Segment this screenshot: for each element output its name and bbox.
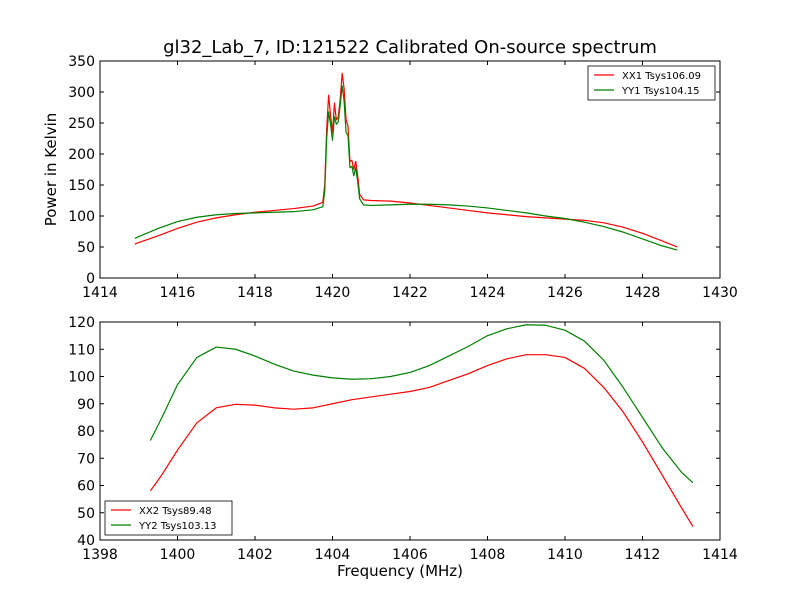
y-axis-label: Power in Kelvin xyxy=(42,113,60,227)
series-line-2 xyxy=(149,324,694,484)
x-tick-label: 1424 xyxy=(470,285,506,301)
legend-entry-2: YY1 Tsys104.15 xyxy=(621,86,700,97)
y-tick-label: 100 xyxy=(68,370,95,386)
x-tick-label: 1414 xyxy=(82,285,118,301)
y-tick-label: 40 xyxy=(77,533,95,549)
y-tick-label: 120 xyxy=(68,315,95,331)
y-tick-label: 80 xyxy=(77,424,95,440)
x-tick-label: 1418 xyxy=(237,285,273,301)
x-tick-label: 1406 xyxy=(392,547,428,563)
x-tick-label: 1426 xyxy=(547,285,583,301)
y-tick-label: 50 xyxy=(77,506,95,522)
y-tick-label: 150 xyxy=(68,178,95,194)
legend: XX1 Tsys106.09 YY1 Tsys104.15 xyxy=(587,65,716,101)
y-tick-label: 60 xyxy=(77,479,95,495)
legend: XX2 Tsys89.48 YY2 Tsys103.13 xyxy=(104,500,233,536)
series-line-2 xyxy=(134,85,678,251)
y-tick-label: 110 xyxy=(68,342,95,358)
legend-box xyxy=(104,500,233,536)
y-tick-label: 70 xyxy=(77,451,95,467)
legend-entry-1: XX1 Tsys106.09 xyxy=(622,71,701,82)
y-tick-label: 350 xyxy=(68,54,95,70)
x-tick-label: 1420 xyxy=(315,285,351,301)
x-tick-label: 1430 xyxy=(702,285,738,301)
y-tick-label: 50 xyxy=(77,240,95,256)
top-panel: 1414 1416 1418 1420 1422 1424 1426 1428 1430 0 50 1… xyxy=(42,54,738,301)
x-tick-label: 1414 xyxy=(702,547,738,563)
bottom-panel: 1398 1400 1402 1404 1406 1408 1410 1412 1414 40 50… xyxy=(68,315,738,580)
x-tick-label: 1400 xyxy=(160,547,196,563)
y-tick-label: 200 xyxy=(68,147,95,163)
y-tick-label: 250 xyxy=(68,116,95,132)
legend-entry-2: YY2 Tsys103.13 xyxy=(138,521,217,532)
legend-entry-1: XX2 Tsys89.48 xyxy=(139,506,212,517)
chart-title: gl32_Lab_7, ID:121522 Calibrated On-sour… xyxy=(163,37,657,58)
x-tick-label: 1398 xyxy=(82,547,118,563)
x-tick-label: 1422 xyxy=(392,285,428,301)
y-tick-label: 300 xyxy=(68,85,95,101)
x-tick-label: 1402 xyxy=(237,547,273,563)
x-tick-label: 1404 xyxy=(315,547,351,563)
x-tick-label: 1412 xyxy=(625,547,661,563)
y-tick-label: 90 xyxy=(77,397,95,413)
x-tick-label: 1428 xyxy=(625,285,661,301)
y-tick-label: 0 xyxy=(86,271,95,287)
x-axis-label: Frequency (MHz) xyxy=(337,562,463,580)
legend-box xyxy=(587,65,716,101)
x-tick-label: 1416 xyxy=(160,285,196,301)
plot-area xyxy=(134,72,678,251)
y-tick-label: 100 xyxy=(68,209,95,225)
plot-area xyxy=(149,324,694,527)
series-line-1 xyxy=(149,354,694,527)
x-tick-label: 1408 xyxy=(470,547,506,563)
x-tick-label: 1410 xyxy=(547,547,583,563)
